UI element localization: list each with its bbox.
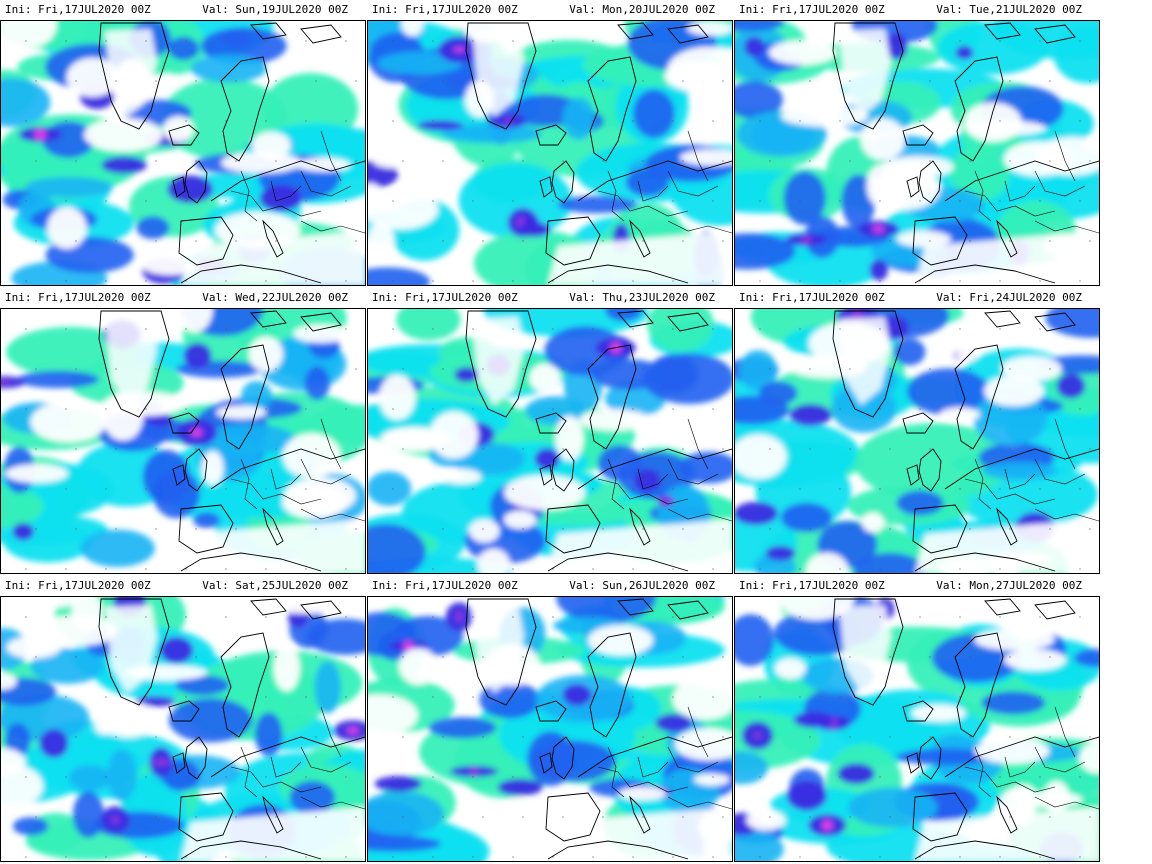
valid-time-label: Val: Fri,24JUL2020 00Z <box>936 291 1082 304</box>
forecast-map <box>734 20 1100 286</box>
precipitation-field <box>1 597 365 861</box>
forecast-map <box>734 596 1100 862</box>
panel-header: Ini: Fri,17JUL2020 00Z Val: Mon,20JUL202… <box>367 0 733 20</box>
valid-time-label: Val: Sat,25JUL2020 00Z <box>202 579 348 592</box>
init-time-label: Ini: Fri,17JUL2020 00Z <box>739 291 885 304</box>
forecast-map <box>0 20 366 286</box>
init-time-label: Ini: Fri,17JUL2020 00Z <box>5 579 151 592</box>
valid-time-label: Val: Sun,19JUL2020 00Z <box>202 3 348 16</box>
valid-time-label: Val: Thu,23JUL2020 00Z <box>569 291 715 304</box>
init-time-label: Ini: Fri,17JUL2020 00Z <box>372 3 518 16</box>
map-panel-9: Ini: Fri,17JUL2020 00Z Val: Mon,27JUL202… <box>734 576 1100 864</box>
valid-time-label: Val: Wed,22JUL2020 00Z <box>202 291 348 304</box>
panel-header: Ini: Fri,17JUL2020 00Z Val: Wed,22JUL202… <box>0 288 366 308</box>
map-panel-8: Ini: Fri,17JUL2020 00Z Val: Sun,26JUL202… <box>367 576 733 864</box>
map-panel-2: Ini: Fri,17JUL2020 00Z Val: Mon,20JUL202… <box>367 0 733 288</box>
forecast-map <box>367 596 733 862</box>
valid-time-label: Val: Mon,27JUL2020 00Z <box>936 579 1082 592</box>
precipitation-field <box>735 309 1099 573</box>
map-panel-3: Ini: Fri,17JUL2020 00Z Val: Tue,21JUL202… <box>734 0 1100 288</box>
init-time-label: Ini: Fri,17JUL2020 00Z <box>372 291 518 304</box>
panel-header: Ini: Fri,17JUL2020 00Z Val: Thu,23JUL202… <box>367 288 733 308</box>
precipitation-field <box>368 309 732 573</box>
panel-header: Ini: Fri,17JUL2020 00Z Val: Sun,26JUL202… <box>367 576 733 596</box>
precipitation-field <box>1 21 365 285</box>
precipitation-field <box>368 597 732 861</box>
map-panel-1: Ini: Fri,17JUL2020 00Z Val: Sun,19JUL202… <box>0 0 366 288</box>
init-time-label: Ini: Fri,17JUL2020 00Z <box>739 579 885 592</box>
map-panel-7: Ini: Fri,17JUL2020 00Z Val: Sat,25JUL202… <box>0 576 366 864</box>
map-panel-4: Ini: Fri,17JUL2020 00Z Val: Wed,22JUL202… <box>0 288 366 576</box>
map-panel-5: Ini: Fri,17JUL2020 00Z Val: Thu,23JUL202… <box>367 288 733 576</box>
panel-header: Ini: Fri,17JUL2020 00Z Val: Fri,24JUL202… <box>734 288 1100 308</box>
map-panel-6: Ini: Fri,17JUL2020 00Z Val: Fri,24JUL202… <box>734 288 1100 576</box>
valid-time-label: Val: Tue,21JUL2020 00Z <box>936 3 1082 16</box>
init-time-label: Ini: Fri,17JUL2020 00Z <box>739 3 885 16</box>
precipitation-field <box>735 597 1099 861</box>
forecast-map <box>0 308 366 574</box>
precipitation-field <box>368 21 732 285</box>
forecast-map <box>0 596 366 862</box>
valid-time-label: Val: Sun,26JUL2020 00Z <box>569 579 715 592</box>
panel-header: Ini: Fri,17JUL2020 00Z Val: Tue,21JUL202… <box>734 0 1100 20</box>
init-time-label: Ini: Fri,17JUL2020 00Z <box>5 291 151 304</box>
init-time-label: Ini: Fri,17JUL2020 00Z <box>5 3 151 16</box>
forecast-map <box>734 308 1100 574</box>
panel-header: Ini: Fri,17JUL2020 00Z Val: Sat,25JUL202… <box>0 576 366 596</box>
precipitation-field <box>735 21 1099 285</box>
valid-time-label: Val: Mon,20JUL2020 00Z <box>569 3 715 16</box>
panel-header: Ini: Fri,17JUL2020 00Z Val: Mon,27JUL202… <box>734 576 1100 596</box>
init-time-label: Ini: Fri,17JUL2020 00Z <box>372 579 518 592</box>
forecast-map <box>367 20 733 286</box>
precipitation-field <box>1 309 365 573</box>
forecast-map <box>367 308 733 574</box>
panel-header: Ini: Fri,17JUL2020 00Z Val: Sun,19JUL202… <box>0 0 366 20</box>
